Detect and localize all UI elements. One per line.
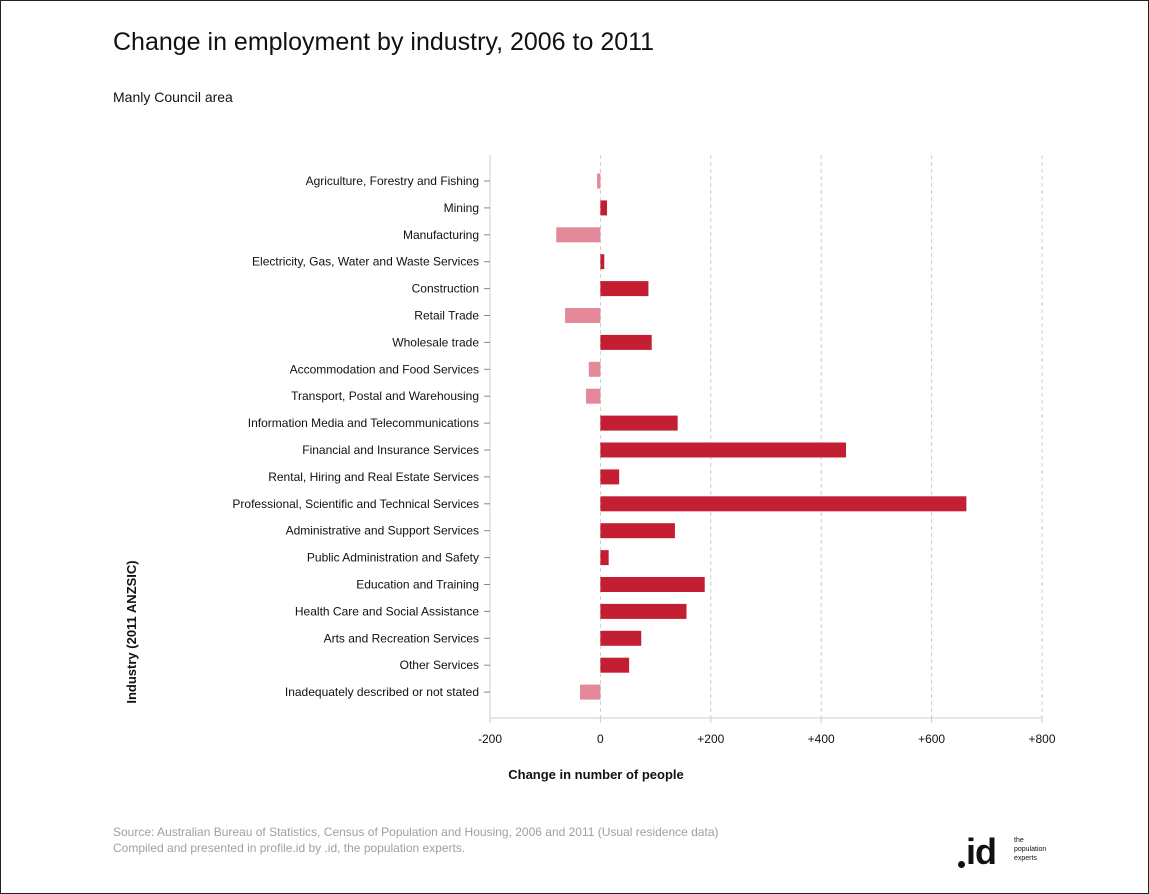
category-label: Agriculture, Forestry and Fishing: [306, 174, 479, 188]
category-label: Wholesale trade: [392, 335, 479, 349]
bar: [600, 281, 649, 297]
category-label: Construction: [412, 282, 479, 296]
bar: [565, 308, 601, 323]
bar: [600, 550, 609, 566]
bar: [600, 523, 675, 539]
category-label: Rental, Hiring and Real Estate Services: [268, 470, 479, 484]
category-labels: Agriculture, Forestry and Fishing Mining M…: [232, 174, 479, 699]
y-axis-label: Industry (2011 ANZSIC): [124, 560, 139, 703]
x-tick-label: +200: [697, 732, 724, 746]
category-label: Inadequately described or not stated: [285, 685, 479, 699]
bar: [600, 442, 847, 458]
bar: [600, 603, 687, 619]
category-label: Professional, Scientific and Technical S…: [232, 497, 479, 511]
category-label: Electricity, Gas, Water and Waste Servic…: [252, 255, 479, 269]
logo-tag-line: population: [1014, 846, 1047, 853]
x-tick-label: -200: [478, 732, 502, 746]
bar: [588, 361, 601, 377]
bars: [556, 173, 967, 700]
bar: [600, 200, 608, 216]
logo-dot-icon: [958, 861, 965, 868]
source-line-1: Source: Australian Bureau of Statistics,…: [113, 825, 719, 839]
category-label: Information Media and Telecommunications: [248, 416, 479, 430]
chart-title: Change in employment by industry, 2006 t…: [113, 28, 655, 56]
x-tick-label: +800: [1028, 732, 1055, 746]
logo-tagline: the population experts: [1014, 836, 1046, 863]
source-note: Source: Australian Bureau of Statistics,…: [113, 824, 718, 856]
logo-mark: id: [966, 831, 997, 872]
logo-tag-line: experts: [1014, 855, 1037, 862]
bar: [600, 469, 620, 485]
id-logo: id the population experts: [958, 828, 1068, 876]
axes: [484, 155, 1043, 723]
category-label: Accommodation and Food Services: [290, 362, 479, 376]
bar: [600, 415, 678, 431]
logo-tag-line: the: [1014, 837, 1024, 844]
category-label: Mining: [444, 201, 479, 215]
category-label: Transport, Postal and Warehousing: [291, 389, 479, 403]
bar: [600, 657, 630, 673]
category-label: Other Services: [400, 658, 479, 672]
category-label: Administrative and Support Services: [286, 524, 479, 538]
bar: [600, 496, 967, 512]
category-label: Arts and Recreation Services: [324, 631, 479, 645]
category-label: Education and Training: [356, 578, 479, 592]
bar: [600, 630, 642, 646]
category-label: Public Administration and Safety: [307, 551, 479, 565]
category-label: Financial and Insurance Services: [302, 443, 479, 457]
x-tick-label: +400: [808, 732, 835, 746]
category-label: Health Care and Social Assistance: [295, 604, 479, 618]
bar: [556, 227, 601, 243]
gridlines: [599, 155, 1043, 718]
category-label: Manufacturing: [403, 228, 479, 242]
bar: [579, 684, 601, 700]
category-label: Retail Trade: [414, 309, 479, 323]
x-axis-label: Change in number of people: [508, 767, 684, 782]
bar: [600, 577, 705, 592]
x-tick-labels: -200 0 +200 +400 +600 +800: [478, 732, 1056, 746]
x-tick-label: 0: [597, 732, 604, 746]
chart-subtitle: Manly Council area: [113, 89, 233, 105]
bar: [586, 388, 601, 404]
x-tick-label: +600: [918, 732, 945, 746]
bar: [600, 334, 652, 350]
bar: [600, 254, 605, 270]
source-line-2: Compiled and presented in profile.id by …: [113, 841, 466, 855]
bar: [597, 173, 601, 189]
